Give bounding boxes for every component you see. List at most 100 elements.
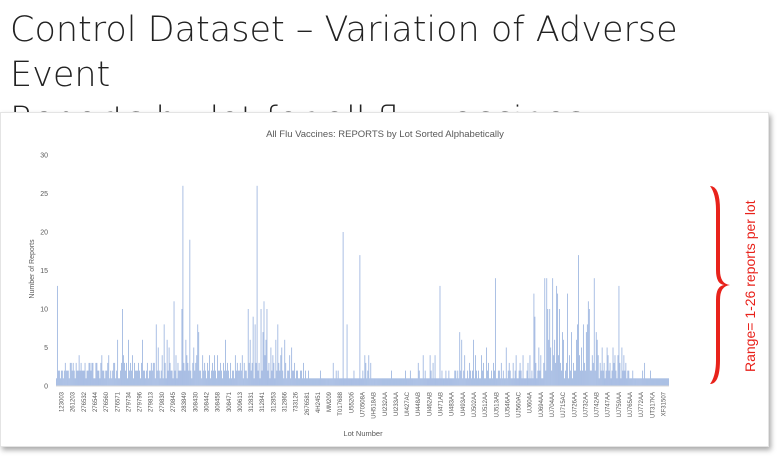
bar [547,309,549,386]
bar [82,370,84,386]
bar [612,347,614,386]
bar [526,370,528,386]
bar [403,378,404,386]
bar [501,378,503,386]
bar [575,370,576,386]
bar [136,370,137,386]
bar [477,378,478,386]
bar [220,362,221,386]
bar [548,339,550,386]
bar [549,309,551,386]
bar [567,293,568,386]
bar [418,370,420,386]
bar [274,378,276,386]
bar [455,370,457,386]
bar [640,378,642,386]
x-tick-label: UI233AA [394,392,400,416]
bar [432,362,434,386]
x-tick-label: 279845 [171,391,177,412]
bar [355,378,357,386]
bar [410,378,412,386]
bar [347,378,349,386]
bar [529,355,531,386]
bar [181,309,183,386]
bar [272,355,274,386]
bar [285,362,287,386]
bar [271,370,273,386]
bar [80,362,82,386]
bar [202,355,204,386]
bar [251,362,253,386]
bar [151,370,153,386]
bar [188,370,190,386]
bar [621,347,623,386]
bar [286,378,288,386]
bar [482,370,483,386]
bar [56,378,57,386]
bar [289,355,291,386]
bar [144,370,145,386]
bar [205,370,207,386]
bar [428,378,430,386]
bar [209,355,210,386]
bar [56,285,58,386]
bar [554,339,556,386]
bar [399,378,400,386]
bar [493,362,494,386]
bar [118,378,120,386]
bar [276,370,278,386]
bar [336,378,338,386]
bar [556,285,558,386]
bar [629,378,631,386]
bar [124,362,125,386]
bar [249,339,251,386]
x-tick-label: UI427AC [405,391,411,416]
bar [301,370,302,386]
bar [635,378,637,386]
bar [576,339,577,386]
x-tick-label: 312831 [249,391,255,412]
bar [262,332,264,386]
bar [476,370,477,386]
bar [57,370,59,386]
bar [570,370,571,386]
bar [408,378,410,386]
bar [137,370,138,386]
bar [277,324,279,386]
bar [345,378,347,386]
bar [489,378,490,386]
bar [344,378,346,386]
bar [495,378,497,386]
y-tick-label: 10 [40,307,48,314]
bar [294,362,296,386]
bar [292,370,294,386]
bar [402,378,403,386]
bar [157,347,159,386]
bar [354,378,356,386]
bar [221,370,222,386]
bar [573,362,574,386]
bar [108,355,110,386]
bar [420,378,422,386]
bar [278,362,280,386]
bar [331,378,333,386]
bar [308,370,309,386]
bar [450,378,452,386]
bar [587,301,589,386]
bar [195,362,197,386]
bar [155,324,157,386]
x-tick-label: UJ560AC [517,391,523,417]
x-tick-label: 279813 [149,391,155,412]
x-tick-label: 276532 [82,391,88,412]
bar [628,370,630,386]
bar [243,362,245,386]
bar [606,347,608,386]
bar [321,378,323,386]
slide-title-line-1: Control Dataset – Variation of Adverse E… [10,10,678,95]
bar [64,362,66,386]
bar [182,185,184,386]
bar [235,370,237,386]
bar [126,362,127,386]
bar [332,362,334,386]
bar [442,378,444,386]
